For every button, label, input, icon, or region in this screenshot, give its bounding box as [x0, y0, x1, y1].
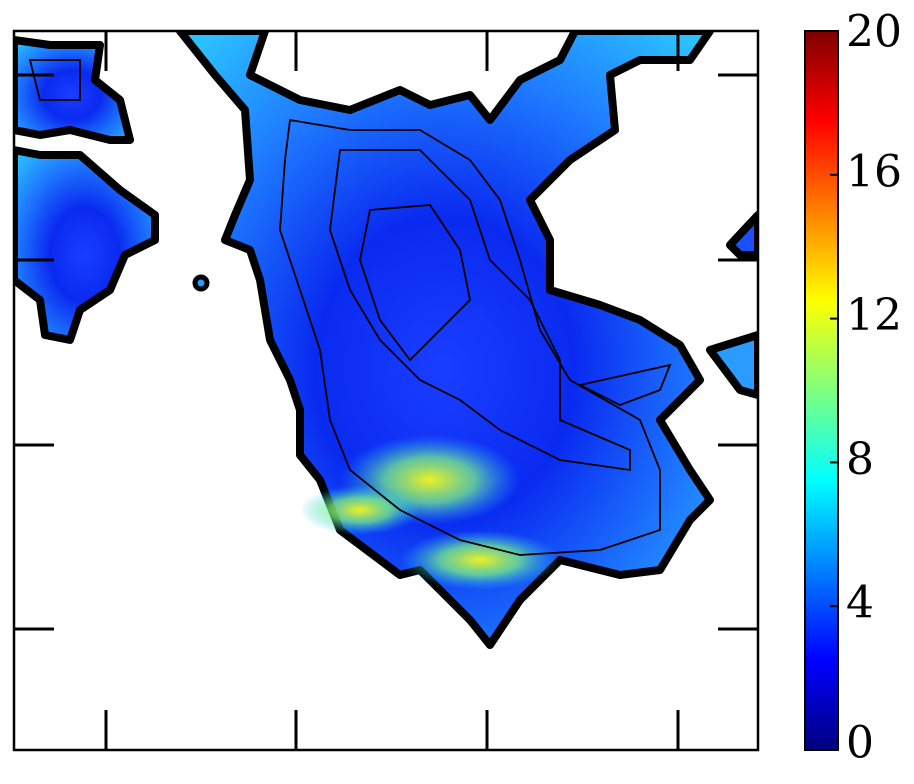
- contour: [28, 59, 81, 101]
- hot-spot: [400, 530, 560, 590]
- region: [14, 146, 159, 344]
- hot-spot: [300, 485, 420, 535]
- axis-ticks: [14, 31, 758, 750]
- region: [726, 211, 758, 259]
- region: [14, 36, 134, 144]
- map-field: [14, 31, 758, 649]
- colorbar-tick-label: 0: [846, 718, 874, 769]
- colorbar-tick-label: 16: [846, 146, 902, 197]
- colorbar: [804, 30, 839, 751]
- colorbar-tick-label: 8: [846, 434, 874, 485]
- contour: [359, 204, 471, 362]
- colorbar-tick-label: 4: [846, 578, 874, 629]
- contour: [279, 118, 661, 556]
- contour: [329, 149, 631, 472]
- colorbar-tick-label: 20: [846, 7, 902, 58]
- contour: [577, 363, 672, 406]
- colorbar-tick-label: 12: [846, 290, 902, 341]
- region: [192, 274, 210, 292]
- plot-frame: [12, 29, 760, 752]
- region: [176, 31, 714, 649]
- region: [706, 331, 758, 399]
